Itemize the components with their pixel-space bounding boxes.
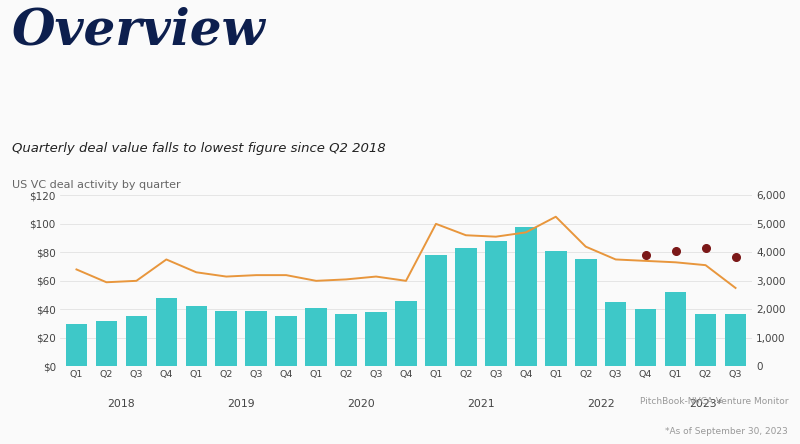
Bar (635, 309, 657, 366)
Bar (455, 248, 477, 366)
Bar (126, 317, 147, 366)
Text: 2020: 2020 (347, 399, 375, 409)
Text: 2022: 2022 (587, 399, 614, 409)
Bar (545, 251, 566, 366)
Bar (605, 302, 626, 366)
Bar (665, 292, 686, 366)
Bar (215, 311, 237, 366)
Bar (275, 317, 297, 366)
Bar (96, 321, 118, 366)
Bar (694, 313, 716, 366)
Text: 2023*: 2023* (689, 399, 722, 409)
Bar (515, 227, 537, 366)
Bar (725, 313, 746, 366)
Text: US VC deal activity by quarter: US VC deal activity by quarter (12, 180, 181, 190)
Text: Overview: Overview (12, 7, 266, 56)
Bar (155, 298, 177, 366)
Text: *As of September 30, 2023: *As of September 30, 2023 (666, 427, 788, 436)
Text: 2021: 2021 (467, 399, 494, 409)
Bar (485, 241, 506, 366)
Bar (66, 324, 87, 366)
Text: 2019: 2019 (227, 399, 255, 409)
Text: Quarterly deal value falls to lowest figure since Q2 2018: Quarterly deal value falls to lowest fig… (12, 142, 386, 155)
Text: 2018: 2018 (107, 399, 135, 409)
Text: PitchBook-NVCA Venture Monitor: PitchBook-NVCA Venture Monitor (639, 397, 788, 406)
Bar (306, 308, 327, 366)
Bar (246, 311, 267, 366)
Bar (335, 313, 357, 366)
Bar (366, 312, 387, 366)
Bar (575, 259, 597, 366)
Bar (395, 301, 417, 366)
Bar (186, 306, 207, 366)
Bar (425, 255, 446, 366)
